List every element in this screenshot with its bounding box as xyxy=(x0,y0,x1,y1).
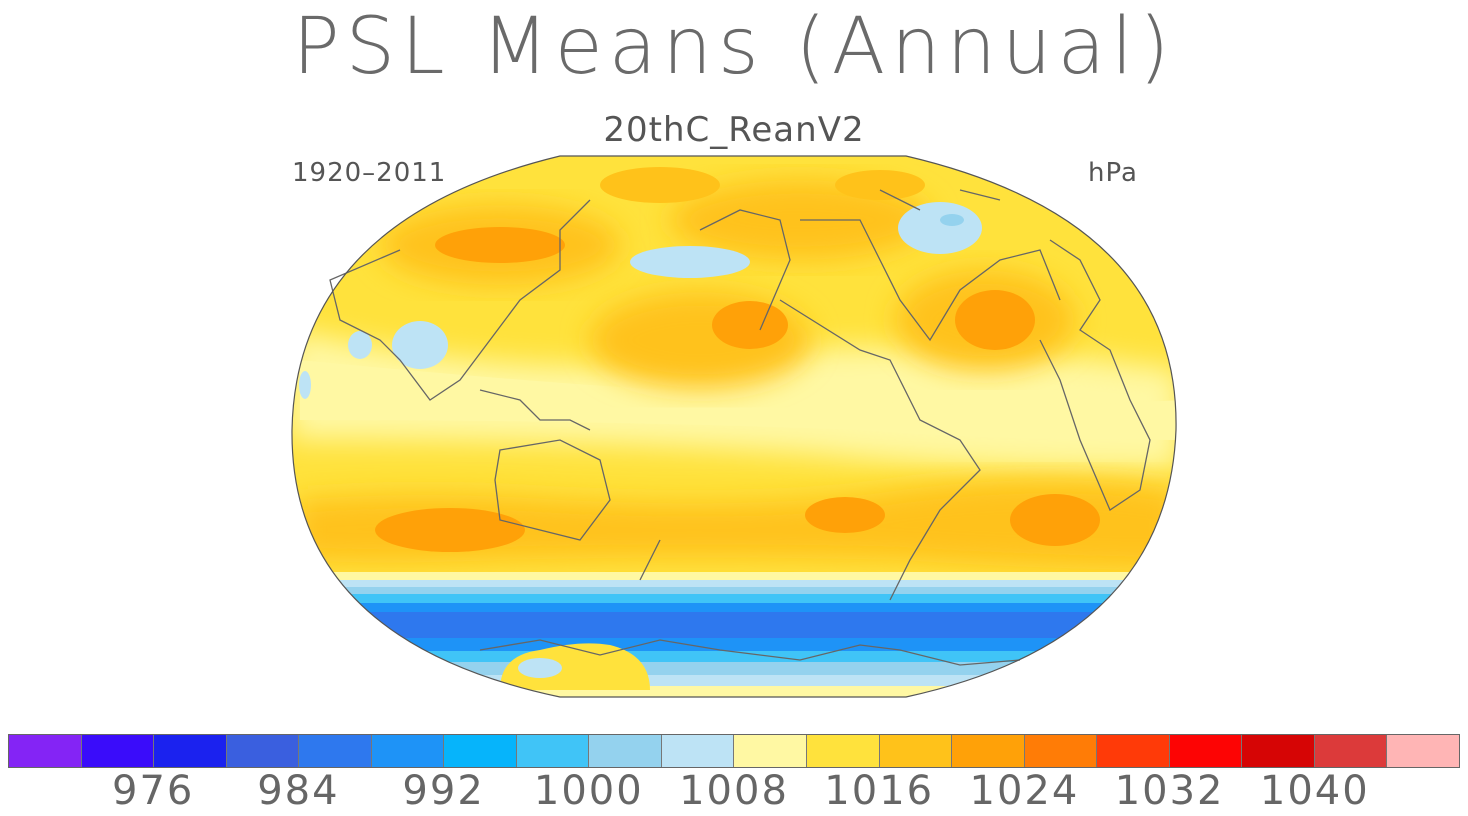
colorbar-tick-label: 1040 xyxy=(1259,768,1370,814)
colorbar-swatch xyxy=(734,735,808,767)
colorbar-tick-label: 1024 xyxy=(969,768,1080,814)
colorbar-swatch xyxy=(1314,735,1388,767)
colorbar-swatch xyxy=(589,735,662,767)
colorbar-tick-label: 1008 xyxy=(679,768,789,814)
colorbar-swatch xyxy=(226,735,300,767)
colorbar-swatch xyxy=(81,735,155,767)
colorbar-swatch xyxy=(299,735,372,767)
colorbar-swatch xyxy=(1387,735,1459,767)
colorbar-swatch xyxy=(1024,735,1098,767)
colorbar-swatch xyxy=(444,735,517,767)
colorbar-swatch xyxy=(879,735,953,767)
period-label: 1920–2011 xyxy=(292,158,447,188)
colorbar-swatch xyxy=(661,735,735,767)
colorbar-swatch xyxy=(1097,735,1170,767)
map-border xyxy=(291,155,1177,698)
colorbar-tick-label: 1016 xyxy=(824,768,935,814)
colorbar xyxy=(8,734,1460,768)
colorbar-tick-label: 984 xyxy=(257,768,340,814)
units-label: hPa xyxy=(1088,158,1138,188)
world-map xyxy=(291,155,1177,698)
colorbar-swatch xyxy=(1169,735,1243,767)
map-title: PSL Means (Annual) xyxy=(292,2,1176,92)
colorbar-swatch xyxy=(9,735,82,767)
colorbar-swatch xyxy=(807,735,880,767)
coastlines xyxy=(329,189,1151,666)
colorbar-tick-label: 992 xyxy=(402,768,485,814)
colorbar-tick-label: 1000 xyxy=(533,768,644,814)
colorbar-swatch xyxy=(516,735,590,767)
colorbar-swatch xyxy=(1242,735,1315,767)
dataset-subtitle: 20thC_ReanV2 xyxy=(603,110,865,150)
pressure-field xyxy=(291,156,1177,697)
colorbar-tick-label: 1032 xyxy=(1114,768,1225,814)
colorbar-swatch xyxy=(154,735,227,767)
colorbar-swatch xyxy=(371,735,445,767)
colorbar-swatch xyxy=(952,735,1025,767)
colorbar-labels: 976 984 992 1000 1008 1016 1024 1032 1040 xyxy=(0,768,1468,816)
colorbar-tick-label: 976 xyxy=(112,768,195,814)
